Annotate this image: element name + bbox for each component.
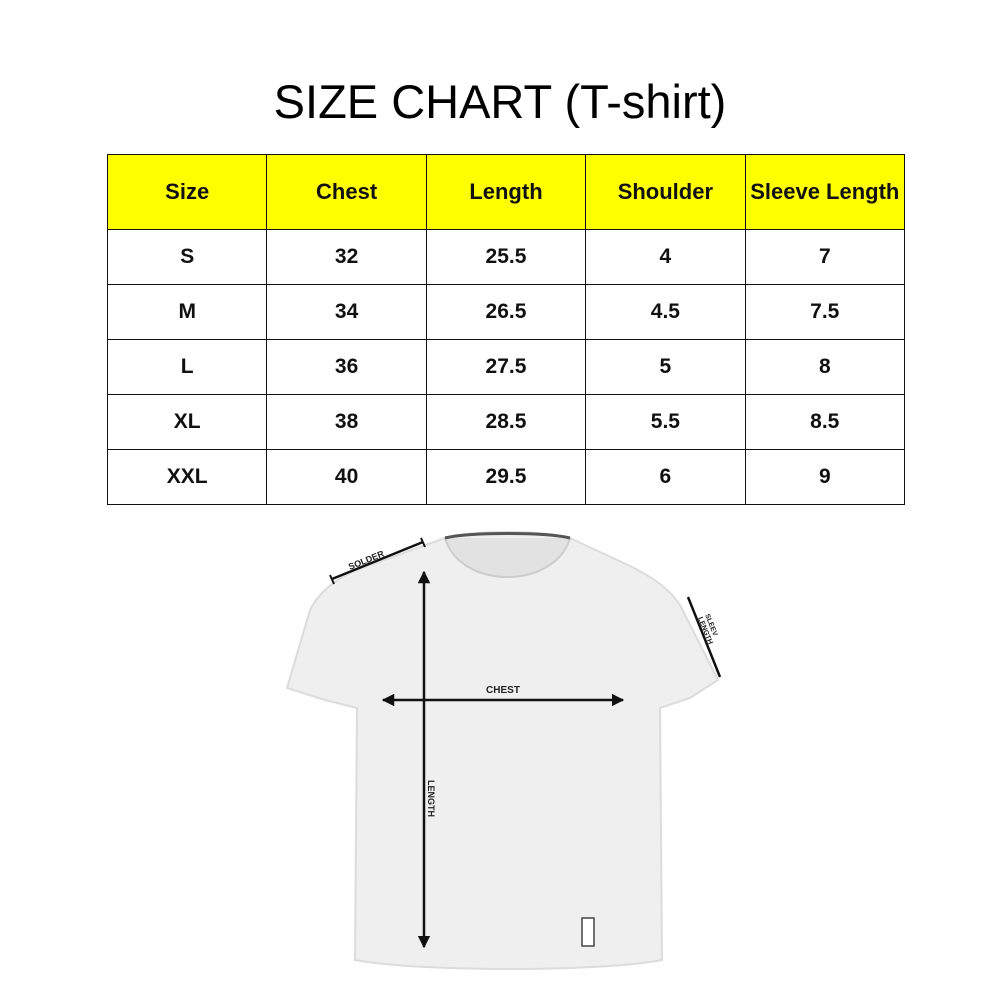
- table-cell: 4.5: [585, 284, 746, 340]
- header-size: Size: [106, 154, 268, 230]
- table-cell: 28.5: [425, 394, 587, 450]
- table-cell: 4: [585, 229, 746, 285]
- page-title: SIZE CHART (T-shirt): [273, 75, 727, 128]
- table-cell: 8.5: [744, 394, 906, 450]
- tshirt-tag: [581, 917, 595, 947]
- table-cell: M: [106, 284, 268, 340]
- table-cell: XXL: [106, 449, 268, 505]
- table-cell: 6: [585, 449, 746, 505]
- table-cell: 5.5: [585, 394, 746, 450]
- table-cell: 27.5: [425, 339, 587, 395]
- table-cell: 40: [266, 449, 427, 505]
- length-label: LENGTH: [426, 780, 436, 817]
- table-header-row: Size Chest Length Shoulder Sleeve Length: [106, 154, 906, 230]
- table-cell: 25.5: [425, 229, 587, 285]
- tshirt-collar: [444, 537, 571, 578]
- table-cell: 9: [744, 449, 906, 505]
- table-cell: 8: [744, 339, 906, 395]
- table-cell: L: [106, 339, 268, 395]
- header-length: Length: [425, 154, 587, 230]
- table-cell: 36: [266, 339, 427, 395]
- table-cell: 29.5: [425, 449, 587, 505]
- shoulder-tick: [329, 574, 335, 585]
- table-cell: 7.5: [744, 284, 906, 340]
- table-row: L 36 27.5 5 8: [106, 339, 906, 395]
- collar-trim: [444, 532, 571, 540]
- header-chest: Chest: [266, 154, 427, 230]
- table-cell: S: [106, 229, 268, 285]
- table-row: XL 38 28.5 5.5 8.5: [106, 394, 906, 450]
- table-cell: 5: [585, 339, 746, 395]
- table-cell: 7: [744, 229, 906, 285]
- tshirt-shape: [285, 531, 720, 970]
- shoulder-tick: [420, 537, 426, 548]
- shoulder-measure-line: [331, 540, 424, 581]
- table-row: S 32 25.5 4 7: [106, 229, 906, 285]
- table-row: XXL 40 29.5 6 9: [106, 449, 906, 505]
- table-cell: XL: [106, 394, 268, 450]
- sleeve-measure-line: [686, 596, 722, 678]
- header-sleeve-length: Sleeve Length: [744, 154, 906, 230]
- size-table: Size Chest Length Shoulder Sleeve Length…: [106, 154, 906, 505]
- chest-label: CHEST: [486, 685, 520, 696]
